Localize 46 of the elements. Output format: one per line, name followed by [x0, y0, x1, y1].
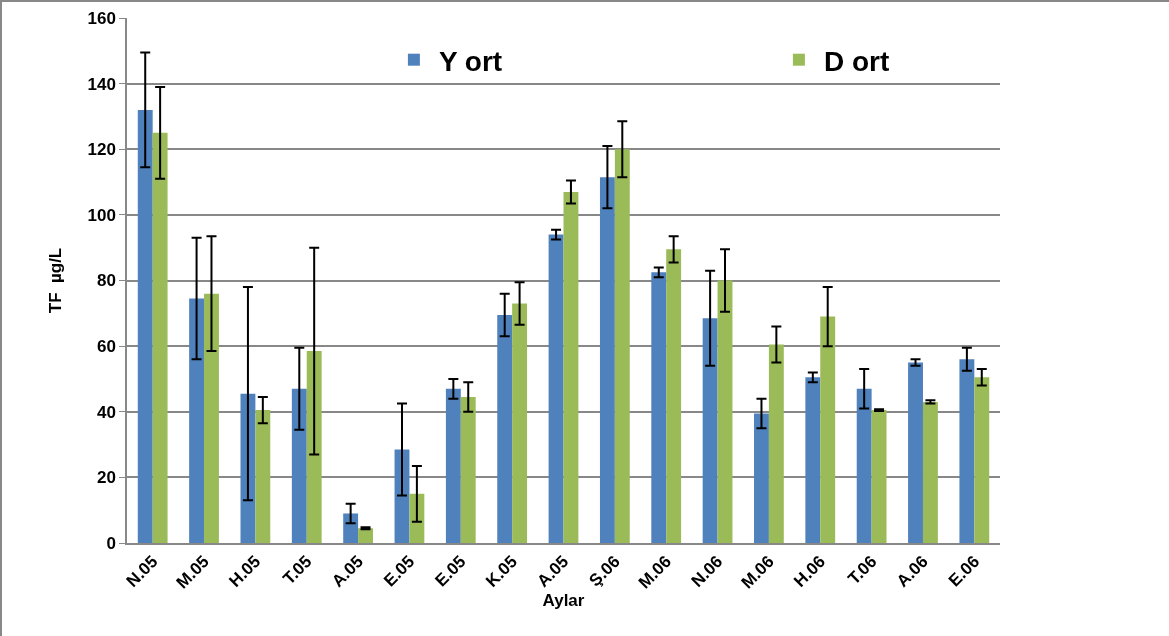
bar	[358, 528, 373, 543]
y-tick-label: 20	[96, 468, 116, 488]
bar	[702, 318, 718, 543]
bar	[908, 362, 923, 543]
bar	[922, 401, 938, 543]
y-tick-label: 100	[87, 205, 116, 225]
bar	[717, 280, 733, 543]
bar	[871, 410, 887, 543]
y-tick-label: 60	[96, 337, 116, 357]
bar	[974, 377, 990, 543]
x-tick-label: T.05	[279, 552, 316, 589]
x-tick-label: T.06	[844, 552, 881, 589]
y-tick-label: 80	[96, 271, 116, 291]
bar	[599, 177, 615, 543]
bar	[614, 149, 630, 543]
bar	[255, 410, 271, 543]
y-tick-label: 0	[106, 533, 116, 553]
legend-label: D ort	[823, 45, 890, 77]
bar	[805, 377, 821, 543]
bar	[343, 513, 359, 543]
bar	[959, 359, 975, 543]
y-tick-label: 120	[87, 140, 116, 160]
bar	[820, 316, 836, 543]
bar	[768, 344, 784, 543]
bar	[666, 249, 682, 543]
bar	[137, 109, 153, 543]
bar	[754, 413, 769, 543]
bar	[445, 388, 461, 543]
bar	[152, 132, 168, 543]
bar	[563, 191, 579, 543]
bar	[856, 388, 872, 543]
bar	[189, 298, 205, 543]
bar	[291, 388, 307, 543]
y-tick-label: 140	[87, 74, 116, 94]
bar	[460, 396, 476, 543]
x-axis-title: Aylar	[542, 590, 585, 610]
y-tick-label: 160	[87, 8, 116, 28]
bar	[512, 303, 528, 543]
bar	[651, 272, 667, 543]
y-tick-label: 40	[96, 402, 116, 422]
legend-label: Y ort	[438, 45, 503, 77]
bar	[204, 293, 219, 543]
bar	[548, 234, 564, 543]
y-axis-title: TF µg/L	[45, 247, 65, 314]
bar	[497, 314, 513, 543]
bar	[306, 351, 322, 543]
